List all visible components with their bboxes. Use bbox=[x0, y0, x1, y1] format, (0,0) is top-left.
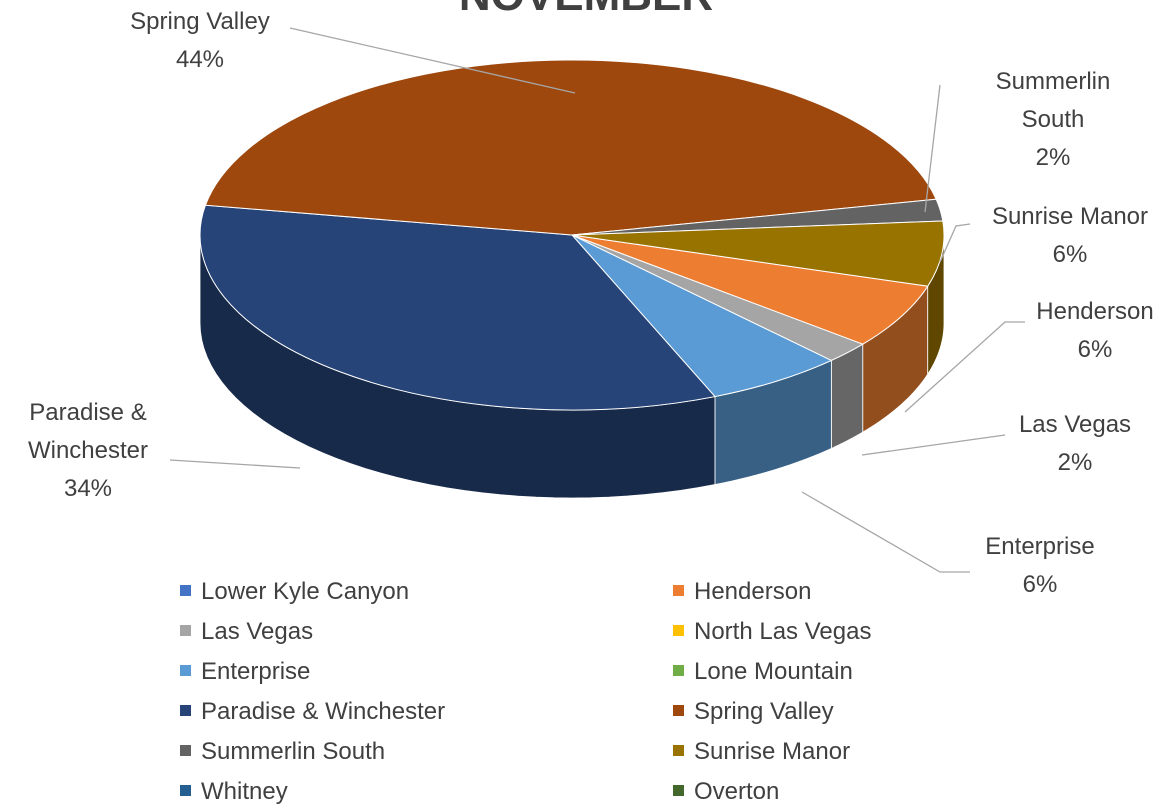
data-label: Spring Valley 44% bbox=[130, 3, 270, 79]
data-label: Sunrise Manor 6% bbox=[960, 198, 1173, 274]
data-label-value: 2% bbox=[1035, 144, 1071, 171]
leader-line bbox=[861, 434, 1006, 456]
legend-swatch bbox=[180, 705, 191, 717]
legend-swatch bbox=[673, 665, 684, 677]
slice bbox=[571, 220, 945, 287]
pie-tops bbox=[199, 59, 945, 411]
legend-swatch bbox=[180, 785, 191, 797]
legend-label: Enterprise bbox=[201, 658, 311, 685]
legend-swatch bbox=[180, 625, 191, 637]
data-label: Paradise & Winchester 34% bbox=[8, 394, 168, 508]
legend-label: Lower Kyle Canyon bbox=[201, 578, 410, 605]
data-label-name: Henderson bbox=[1036, 298, 1154, 325]
legend-label: Henderson bbox=[694, 578, 812, 605]
legend-item: Paradise & Winchester bbox=[180, 697, 445, 727]
leader-line bbox=[939, 223, 971, 263]
legend-label: Summerlin South bbox=[201, 738, 386, 765]
legend-item: Las Vegas bbox=[180, 617, 313, 647]
legend-label: North Las Vegas bbox=[694, 618, 872, 645]
data-label-name: Paradise & Winchester bbox=[27, 399, 149, 464]
leader-line bbox=[801, 491, 970, 573]
data-label: Henderson 6% bbox=[1000, 293, 1173, 369]
legend-swatch bbox=[180, 665, 191, 677]
legend-label: Spring Valley bbox=[694, 698, 834, 725]
legend-label: Sunrise Manor bbox=[694, 738, 851, 765]
legend-swatch bbox=[180, 585, 191, 597]
legend-item: Henderson bbox=[673, 577, 811, 607]
data-label-name: Las Vegas bbox=[1018, 411, 1132, 438]
data-label-name: Summerlin South bbox=[995, 68, 1111, 133]
chart-title: NOVEMBER bbox=[459, 0, 713, 20]
data-label-value: 2% bbox=[1057, 449, 1093, 476]
legend-swatch bbox=[673, 745, 684, 757]
slice bbox=[571, 234, 833, 398]
legend-item: Spring Valley bbox=[673, 697, 834, 727]
legend-swatch bbox=[673, 585, 684, 597]
legend-label: Overton bbox=[694, 778, 780, 805]
pie-sides bbox=[199, 234, 945, 499]
data-label-name: Enterprise bbox=[985, 533, 1095, 560]
leader-line bbox=[924, 84, 941, 213]
slice-side bbox=[830, 343, 864, 450]
legend-label: Whitney bbox=[201, 778, 288, 805]
legend-item: Summerlin South bbox=[180, 737, 385, 767]
data-label-value: 6% bbox=[1022, 571, 1058, 598]
data-label-name: Spring Valley bbox=[130, 8, 270, 35]
data-label-value: 44% bbox=[175, 46, 225, 73]
legend-label: Paradise & Winchester bbox=[201, 698, 446, 725]
legend-item: Whitney bbox=[180, 777, 288, 807]
data-label-value: 6% bbox=[1052, 241, 1088, 268]
slice bbox=[571, 234, 929, 345]
data-label: Summerlin South 2% bbox=[973, 63, 1133, 177]
data-label-value: 34% bbox=[63, 475, 113, 502]
legend-swatch bbox=[673, 785, 684, 797]
data-label: Las Vegas 2% bbox=[1000, 406, 1150, 482]
leader-line bbox=[169, 459, 301, 469]
legend-item: Lower Kyle Canyon bbox=[180, 577, 409, 607]
legend-swatch bbox=[673, 705, 684, 717]
leader-line bbox=[289, 27, 576, 94]
legend-item: North Las Vegas bbox=[673, 617, 871, 647]
legend-swatch bbox=[673, 625, 684, 637]
leader-line bbox=[904, 321, 1025, 413]
legend-item: Overton bbox=[673, 777, 779, 807]
slice bbox=[204, 59, 937, 236]
data-label-name: Sunrise Manor bbox=[991, 203, 1149, 230]
legend-swatch bbox=[180, 745, 191, 757]
legend-item: Lone Mountain bbox=[673, 657, 853, 687]
legend-item: Sunrise Manor bbox=[673, 737, 850, 767]
legend-label: Lone Mountain bbox=[694, 658, 853, 685]
data-label: Enterprise 6% bbox=[970, 528, 1110, 604]
legend-label: Las Vegas bbox=[201, 618, 314, 645]
data-label-value: 6% bbox=[1077, 336, 1113, 363]
slice bbox=[199, 204, 716, 411]
legend-item: Enterprise bbox=[180, 657, 310, 687]
